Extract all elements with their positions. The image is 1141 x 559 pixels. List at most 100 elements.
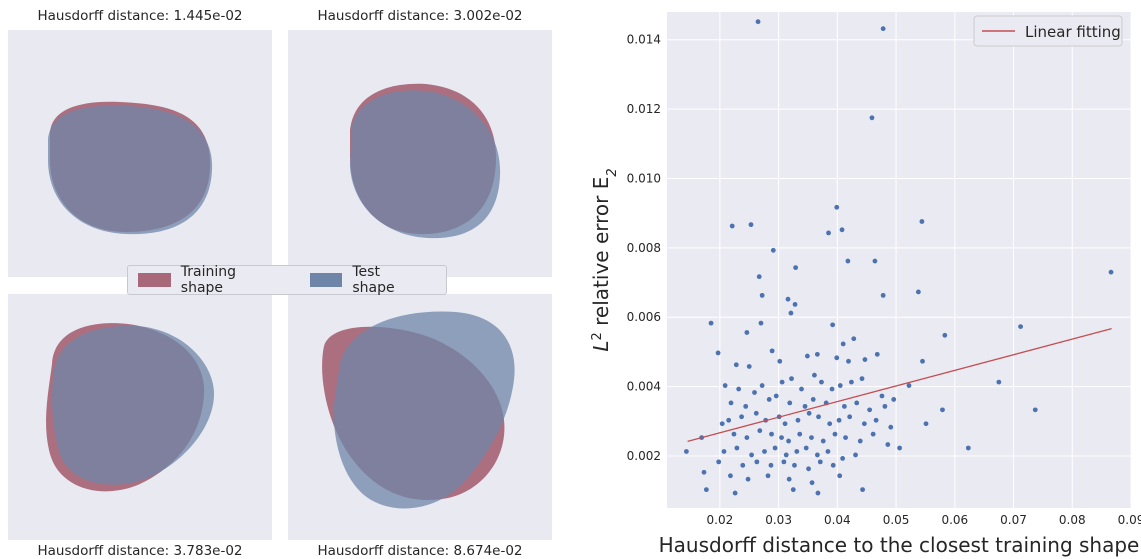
test-swatch	[309, 273, 343, 287]
data-point	[708, 320, 714, 326]
data-point	[870, 431, 876, 437]
data-point	[839, 227, 845, 233]
data-point	[759, 383, 765, 388]
data-point	[854, 400, 860, 406]
data-points	[683, 19, 1114, 496]
data-point	[736, 386, 742, 392]
data-point	[786, 438, 791, 444]
data-point	[841, 403, 847, 409]
data-point	[748, 222, 754, 228]
data-point	[880, 26, 886, 32]
y-label-base: L	[589, 340, 613, 351]
data-point	[846, 358, 851, 364]
y-label-sub: 2	[605, 168, 620, 176]
test-shape	[48, 105, 213, 235]
plot-background	[667, 12, 1131, 508]
y-axis-label: L2 relative error E2	[589, 168, 620, 351]
data-point	[853, 452, 858, 458]
data-point	[715, 350, 721, 356]
test-shape	[333, 311, 515, 509]
data-point	[768, 462, 774, 468]
shape-comparison-1	[48, 101, 213, 235]
legend-fit-label: Linear fitting	[1025, 23, 1121, 41]
data-point	[792, 301, 798, 307]
data-point	[756, 274, 762, 280]
data-point	[923, 421, 929, 427]
data-point	[783, 452, 789, 458]
data-point	[744, 330, 750, 335]
data-point	[803, 445, 809, 451]
data-point	[728, 400, 734, 406]
data-point	[826, 230, 831, 236]
scatter-chart: 0.02 0.03 0.04 0.05 0.06 0.07 0.08 0.09 0.0020.…	[589, 12, 1141, 557]
data-point	[758, 320, 764, 326]
test-shape	[52, 325, 214, 485]
data-point	[834, 355, 840, 361]
shape-comparison-3	[46, 323, 214, 492]
data-point	[837, 383, 843, 388]
data-point	[806, 466, 811, 472]
data-point	[817, 459, 823, 465]
panel-title-4: Hausdorff distance: 8.674e-02	[317, 543, 523, 559]
x-tick-label: 0.03	[765, 513, 792, 527]
data-point	[753, 410, 759, 416]
data-point	[1108, 269, 1114, 275]
data-point	[762, 449, 767, 454]
data-point	[920, 358, 925, 364]
x-axis-label: Hausdorff distance to the closest traini…	[659, 533, 1140, 557]
data-point	[683, 449, 689, 454]
data-point	[869, 115, 875, 121]
data-point	[965, 445, 971, 451]
x-tick-label: 0.05	[883, 513, 910, 527]
data-point	[802, 403, 808, 409]
x-tick-label: 0.07	[1000, 513, 1027, 527]
data-point	[743, 403, 749, 409]
data-point	[820, 438, 826, 444]
data-point	[793, 265, 799, 271]
data-point	[746, 364, 752, 369]
data-point	[867, 407, 873, 413]
data-point	[882, 403, 888, 409]
data-point	[703, 487, 709, 493]
data-point	[790, 487, 796, 493]
y-tick-label: 0.006	[627, 310, 661, 324]
data-point	[772, 445, 778, 451]
data-point	[773, 393, 779, 399]
data-point	[837, 473, 843, 479]
data-point	[770, 247, 776, 253]
data-point	[739, 414, 744, 420]
x-tick-label: 0.02	[707, 513, 734, 527]
data-point	[814, 351, 820, 357]
data-point	[745, 476, 751, 482]
data-point	[830, 322, 836, 328]
data-point	[728, 473, 733, 479]
x-tick-label: 0.09	[1118, 513, 1141, 527]
data-point	[765, 473, 771, 479]
data-point	[897, 445, 902, 451]
data-point	[862, 357, 868, 362]
data-point	[814, 452, 820, 458]
data-point	[786, 476, 792, 482]
data-point	[749, 452, 754, 458]
test-label: Test shape	[352, 264, 395, 296]
data-point	[804, 353, 810, 359]
y-label-sup: 2	[590, 332, 605, 340]
panel-title-1: Hausdorff distance: 1.445e-02	[37, 8, 243, 24]
x-tick-label: 0.08	[1059, 513, 1086, 527]
panel-title-2: Hausdorff distance: 3.002e-02	[317, 8, 523, 24]
data-point	[752, 390, 757, 395]
data-point	[731, 431, 737, 437]
data-point	[740, 462, 746, 468]
data-point	[779, 379, 785, 385]
data-point	[789, 376, 794, 382]
data-point	[766, 397, 772, 402]
shape-panel-1	[8, 30, 272, 277]
y-tick-label: 0.008	[627, 241, 661, 255]
data-point	[716, 459, 722, 465]
shape-panel-4	[288, 294, 552, 540]
data-point	[874, 351, 880, 357]
y-tick-label: 0.004	[627, 380, 661, 394]
data-point	[754, 459, 760, 465]
chart-legend: Linear fitting	[973, 15, 1123, 47]
data-point	[915, 289, 921, 295]
